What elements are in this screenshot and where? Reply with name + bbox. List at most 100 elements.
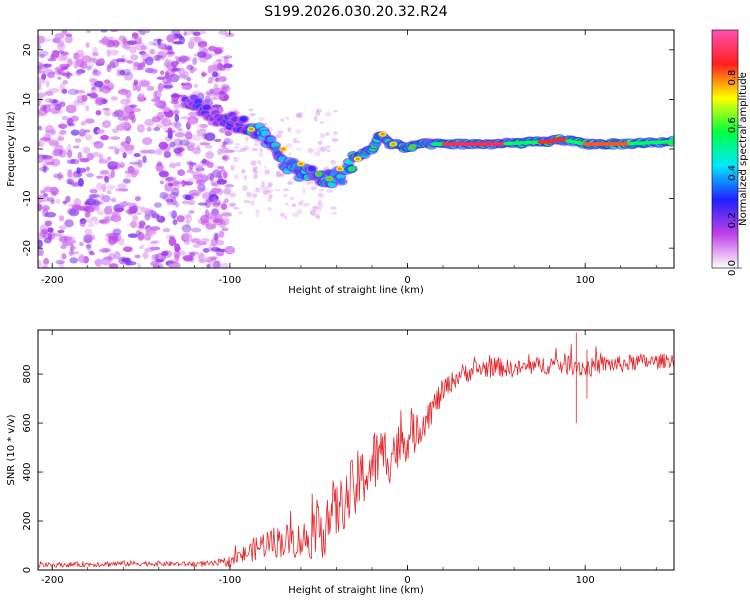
heatmap-cell — [312, 205, 318, 209]
heatmap-cell — [41, 73, 47, 80]
heatmap-cell — [89, 193, 101, 198]
heatmap-cell — [275, 171, 282, 178]
heatmap-cell — [96, 175, 104, 179]
heatmap-cell — [223, 137, 230, 145]
heatmap-cell — [178, 35, 185, 41]
heatmap-cell — [212, 104, 222, 108]
heatmap-cell — [167, 77, 172, 84]
heatmap-cell — [246, 200, 251, 204]
heatmap-cell — [38, 43, 42, 51]
heatmap-cell — [192, 147, 201, 155]
heatmap-cell — [320, 146, 327, 152]
heatmap-cell — [66, 178, 74, 185]
heatmap-cell — [114, 148, 120, 155]
heatmap-cell — [254, 187, 259, 193]
heatmap-cell — [62, 241, 72, 247]
heatmap-cell — [181, 179, 186, 188]
heatmap-cell — [187, 119, 198, 126]
heatmap-cell — [115, 58, 125, 63]
heatmap-cell — [103, 216, 110, 224]
heatmap-cell — [267, 196, 272, 202]
heatmap-cell — [224, 198, 229, 204]
heatmap-cell — [73, 99, 80, 107]
spectrogram-x-ticks: -200 -100 0 100 — [41, 30, 657, 286]
heatmap-cell — [142, 137, 153, 146]
heatmap-cell — [77, 151, 83, 161]
heatmap-cell — [331, 138, 339, 143]
heatmap-cell — [248, 108, 254, 112]
heatmap-cell — [196, 144, 201, 151]
heatmap-cell — [142, 58, 147, 64]
heatmap-cell — [209, 53, 218, 57]
heatmap-cell — [45, 211, 57, 218]
heatmap-cell — [202, 248, 210, 253]
heatmap-cell — [57, 229, 65, 234]
heatmap-cell — [38, 70, 45, 74]
heatmap-cell — [144, 247, 155, 253]
heatmap-cell — [91, 70, 102, 77]
heatmap-cell — [167, 47, 174, 55]
heatmap-cell — [177, 128, 183, 132]
heatmap-cell — [241, 168, 246, 174]
heatmap-cell — [67, 169, 73, 178]
heatmap-cell — [187, 177, 195, 184]
heatmap-cell — [226, 138, 233, 146]
heatmap-cell — [39, 137, 51, 141]
heatmap-cell — [107, 252, 116, 261]
heatmap-cell — [278, 173, 286, 177]
heatmap-cell — [181, 56, 191, 62]
heatmap-cell — [264, 122, 268, 126]
heatmap-cell — [135, 212, 143, 216]
heatmap-cell — [232, 156, 239, 163]
heatmap-cell — [58, 260, 65, 268]
heatmap-cell — [188, 189, 200, 196]
heatmap-cell — [313, 115, 318, 122]
heatmap-cell — [155, 163, 164, 172]
heatmap-cell — [89, 61, 95, 69]
heatmap-cell — [221, 144, 227, 149]
heatmap-cell — [42, 205, 49, 212]
heatmap-cell — [164, 71, 170, 80]
heatmap-cell — [85, 118, 95, 124]
heatmap-cell — [70, 240, 77, 244]
heatmap-cell — [114, 148, 119, 155]
heatmap-cell — [133, 80, 139, 86]
heatmap-cell — [51, 71, 62, 75]
heatmap-cell — [170, 188, 180, 196]
heatmap-cell — [134, 254, 141, 259]
heatmap-cell — [153, 102, 163, 107]
heatmap-cell — [243, 199, 248, 204]
heatmap-cell — [186, 121, 192, 131]
heatmap-cell — [249, 112, 256, 117]
heatmap-cell — [285, 116, 290, 120]
heatmap-cell — [186, 169, 194, 174]
heatmap-cell — [137, 232, 145, 241]
heatmap-cell — [38, 125, 43, 131]
y-tick-label: -20 — [22, 240, 33, 256]
heatmap-cell — [187, 116, 199, 124]
heatmap-cell — [175, 161, 181, 167]
heatmap-cell — [214, 239, 225, 246]
heatmap-cell — [42, 68, 54, 77]
heatmap-cell — [209, 173, 214, 182]
heatmap-cell — [267, 189, 273, 194]
heatmap-cell — [223, 63, 233, 69]
heatmap-cell — [41, 38, 52, 42]
heatmap-cell — [213, 138, 222, 142]
heatmap-cell — [325, 132, 330, 136]
heatmap-cell — [67, 117, 74, 126]
heatmap-cell — [211, 169, 222, 178]
heatmap-cell — [317, 140, 323, 145]
heatmap-cell — [38, 239, 43, 249]
heatmap-cell — [177, 169, 186, 176]
heatmap-cell — [184, 30, 195, 36]
heatmap-cell — [220, 168, 226, 173]
heatmap-cell — [77, 177, 84, 187]
heatmap-cell — [58, 39, 65, 48]
heatmap-cell — [224, 130, 233, 137]
heatmap-cell — [57, 131, 62, 139]
heatmap-cell — [139, 62, 146, 71]
heatmap-cell — [288, 151, 292, 156]
colorbar-ticks: 0.0 0.2 0.4 0.6 0.8 — [727, 70, 742, 276]
